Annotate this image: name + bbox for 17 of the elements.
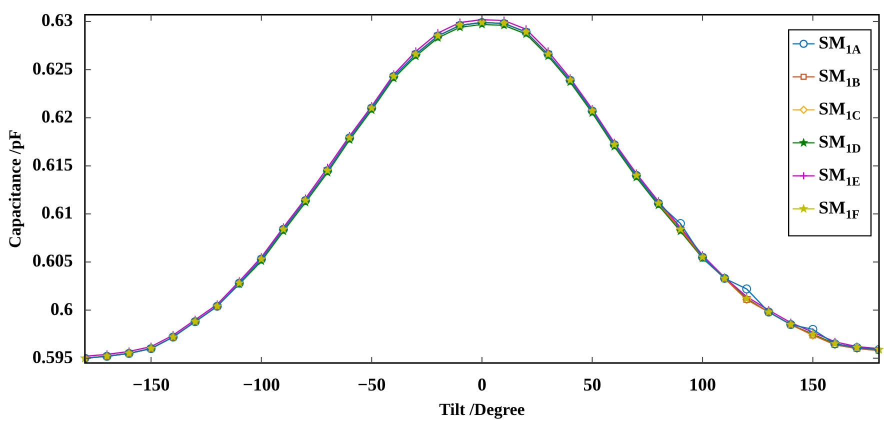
x-tick-label: 150 — [799, 374, 826, 394]
y-tick-label: 0.61 — [41, 202, 73, 223]
y-tick-label: 0.63 — [41, 10, 73, 30]
x-tick-label: 50 — [583, 374, 602, 394]
y-tick-label: 0.6 — [50, 298, 73, 319]
y-tick-label: 0.62 — [41, 106, 73, 126]
x-tick-label: −150 — [132, 374, 170, 394]
x-tick-label: −50 — [358, 374, 386, 394]
y-tick-label: 0.595 — [32, 346, 73, 367]
y-axis-title: Capacitance /pF — [6, 130, 25, 248]
y-tick-label: 0.605 — [32, 250, 73, 271]
x-tick-label: 100 — [689, 374, 716, 394]
y-tick-label: 0.625 — [32, 58, 73, 78]
y-tick-label: 0.615 — [32, 154, 73, 174]
x-tick-label: −100 — [242, 374, 280, 394]
x-axis-title: Tilt /Degree — [439, 400, 526, 420]
x-tick-label: 0 — [477, 374, 486, 394]
